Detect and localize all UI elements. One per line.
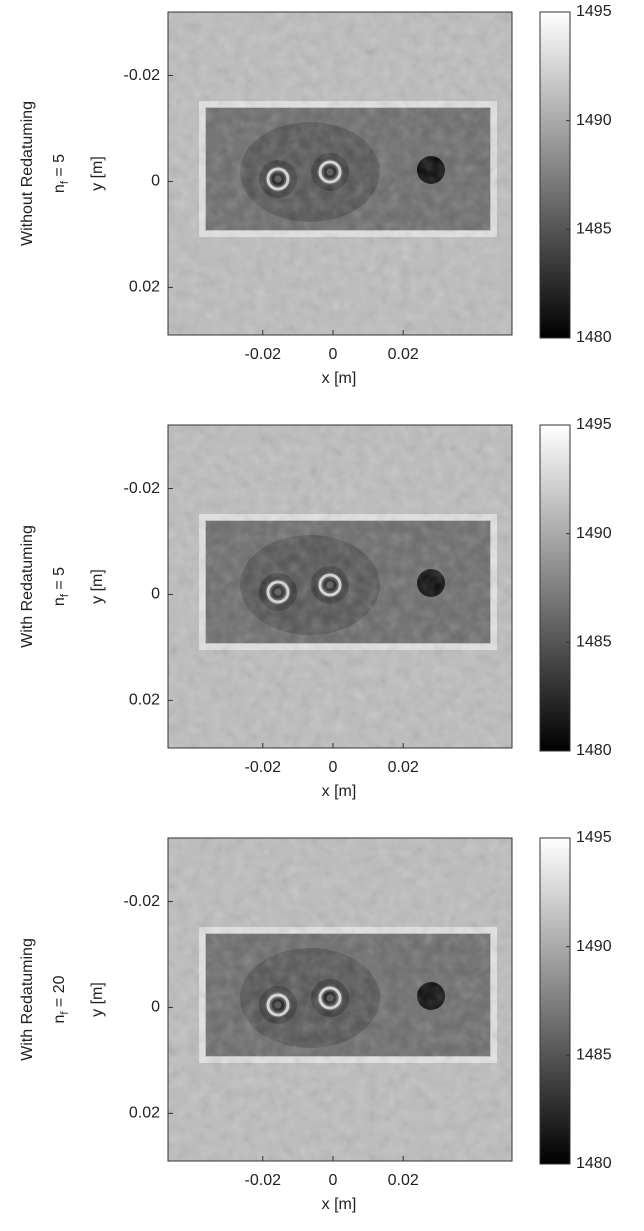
image [168,838,512,1161]
y-tick-label: 0 [151,173,160,190]
x-tick-label: 0 [329,346,338,363]
colorbar-tick-label: 1495 [576,829,612,846]
subtitle-base: n [51,184,68,193]
y-tick-label: 0.02 [129,1105,160,1122]
panel: -0.02 0 0.02 -0.02 0 0.02 x [m] y [m] Without Re… [19,3,611,387]
y-tick-label: -0.02 [124,480,161,497]
colorbar-tick-label: 1495 [576,3,612,20]
colorbar [539,11,571,339]
row-subtitle: nf = 5 [51,154,71,193]
subtitle-base: n [51,1015,68,1024]
subtitle-rest: = 20 [51,975,68,1011]
subtitle-sub: f [59,1011,71,1015]
axes-box [167,837,513,1162]
x-tick-label: -0.02 [245,1172,282,1189]
x-axis-label: x [m] [322,783,357,800]
x-tick-label: -0.02 [245,759,282,776]
x-tick-label: 0.02 [388,346,419,363]
texture [168,425,512,748]
colorbar-tick-label: 1490 [576,938,612,955]
y-tick-label: -0.02 [124,67,161,84]
x-tick-label: 0.02 [388,759,419,776]
colorbar-tick-label: 1480 [576,329,612,346]
subtitle-rest: = 5 [51,154,68,181]
colorbar-tick-label: 1495 [576,416,612,433]
row-subtitle: nf = 20 [51,975,71,1023]
y-tick-label: 0.02 [129,279,160,296]
y-axis-label: y [m] [89,156,106,191]
y-tick-label: -0.02 [124,893,161,910]
x-axis-label: x [m] [322,1196,357,1213]
colorbar-tick-label: 1480 [576,742,612,759]
row-subtitle: nf = 5 [51,567,71,606]
row-title: With Redatuming [19,525,36,648]
colorbar-tick-label: 1485 [576,221,612,238]
texture [168,12,512,335]
colorbar-tick-label: 1485 [576,634,612,651]
texture [168,838,512,1161]
x-tick-label: 0.02 [388,1172,419,1189]
axes-box [167,424,513,749]
image [168,12,512,335]
subtitle-base: n [51,597,68,606]
axes-box [167,11,513,336]
colorbar [539,837,571,1165]
colorbar-tick-label: 1490 [576,112,612,129]
x-tick-label: -0.02 [245,346,282,363]
colorbar-tick-label: 1480 [576,1155,612,1172]
subtitle-sub: f [59,593,71,597]
row-title: With Redatuming [19,938,36,1061]
x-tick-label: 0 [329,1172,338,1189]
subtitle-rest: = 5 [51,567,68,594]
x-axis-label: x [m] [322,370,357,387]
x-tick-label: 0 [329,759,338,776]
subtitle-sub: f [59,180,71,184]
y-tick-label: 0.02 [129,692,160,709]
y-axis-label: y [m] [89,569,106,604]
colorbar-tick-label: 1485 [576,1047,612,1064]
row-title: Without Redatuming [19,101,36,246]
panel: -0.02 0 0.02 -0.02 0 0.02 x [m] y [m] With Redat… [19,416,611,800]
image [168,425,512,748]
y-tick-label: 0 [151,586,160,603]
panel: -0.02 0 0.02 -0.02 0 0.02 x [m] y [m] With Redat… [19,829,611,1213]
colorbar-tick-label: 1490 [576,525,612,542]
y-tick-label: 0 [151,999,160,1016]
colorbar [539,424,571,752]
y-axis-label: y [m] [89,982,106,1017]
